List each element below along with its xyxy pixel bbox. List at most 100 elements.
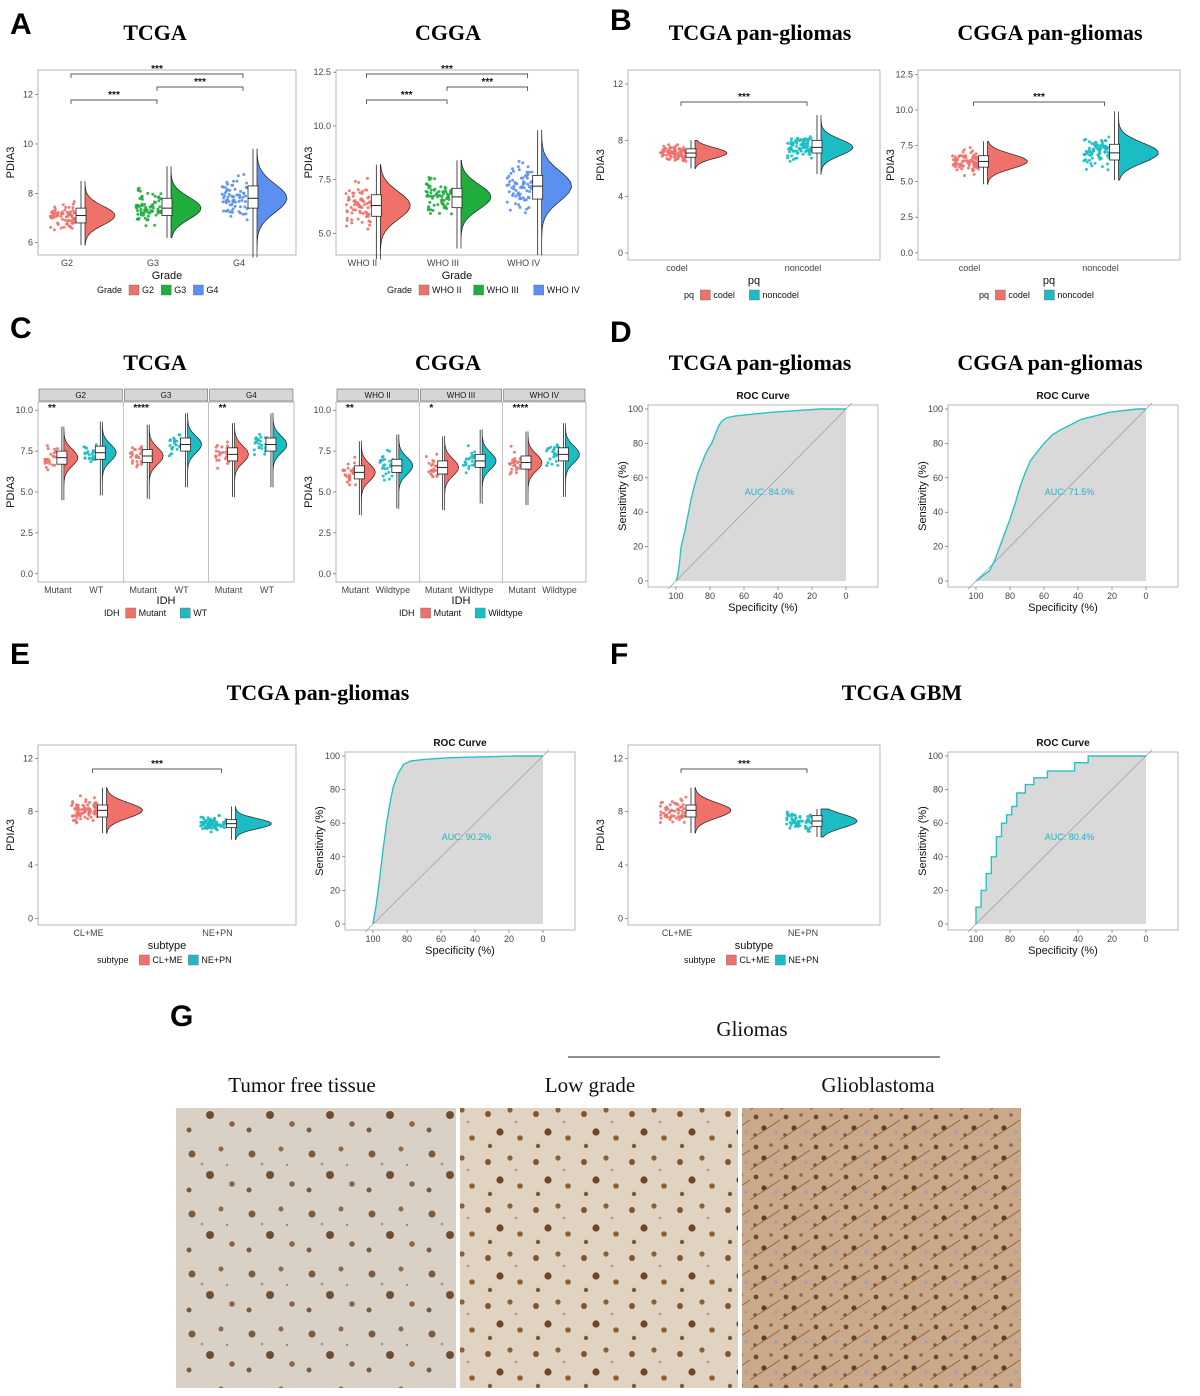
chart-d-cgga-roc-diagonal [967,402,1153,590]
chart-c-cgga-point [382,478,386,482]
chart-f-violin-point [677,818,681,822]
chart-a-cgga-point [525,189,529,193]
chart-a-cgga-point [529,187,533,191]
chart-a-cgga-frame [335,69,579,256]
chart-a-tcga-group-G2 [48,180,116,246]
chart-a-cgga-point [345,224,348,228]
chart-d-tcga-roc-ytick-label: 60 [633,473,643,483]
chart-c-cgga-point [390,474,394,478]
chart-a-cgga-point [521,176,525,180]
chart-f-violin-point [806,815,810,818]
chart-f-roc-ytick-label: 100 [928,751,943,761]
chart-f-violin-point [665,814,668,817]
chart-c-tcga-legend-title: IDH [104,608,120,618]
chart-f-violin-point [658,804,662,808]
chart-a-tcga-point [139,213,143,217]
chart-f-violin-point [804,821,808,825]
chart-c-cgga-point [347,473,351,477]
chart-a-tcga-point [244,212,248,216]
chart-b-tcga-point [799,149,803,153]
chart-c-tcga-point [217,450,221,454]
chart-b-cgga-point [1100,165,1104,169]
chart-e-violin-xtick-label: CL+ME [73,928,103,938]
panel-letter-e: E [10,638,30,671]
chart-a-cgga-point [517,203,521,207]
chart-a-tcga-point [158,205,162,209]
chart-a-tcga-legend-key [128,284,140,296]
chart-b-tcga-point [786,156,790,160]
chart-c-cgga-ytick-label: 5.0 [318,487,331,497]
chart-a-tcga-point [239,189,243,193]
chart-e-roc-ylabel: Sensitivity (%) [314,806,326,876]
chart-c-cgga-point [349,469,353,473]
chart-a-cgga-legend: Grade WHO II WHO III WHO IV [387,284,580,296]
chart-c-tcga-point [216,466,220,470]
chart-a-cgga-point [431,209,435,212]
chart-a-cgga-legend-item: WHO IV [547,285,580,295]
chart-b-tcga-point [674,144,678,148]
chart-b-tcga-point [806,137,810,141]
chart-d-tcga-roc-xtick-label: 40 [773,591,783,601]
chart-c-tcga-facet-sig: ** [219,403,227,414]
chart-a-cgga-group-WHO IV [505,129,572,256]
chart-e-roc-ytick-label: 20 [330,885,340,895]
chart-c-tcga-point [215,458,219,462]
chart-e-violin-legend-key [139,954,150,966]
chart-a-tcga-point [54,211,58,215]
chart-c-tcga-strip-label: G2 [75,391,86,400]
chart-c-cgga-point [545,449,549,453]
chart-a-cgga-point [433,177,437,181]
chart-b-cgga-point [1087,146,1091,150]
chart-c-tcga-point [135,460,139,463]
chart-a-cgga-point [514,188,518,192]
chart-c-tcga-point [263,452,267,456]
chart-c-tcga-facet-sig: **** [133,403,149,414]
chart-f-violin-point [785,822,789,826]
chart-c-cgga-violin [527,431,543,506]
chart-a-cgga-point [351,194,355,198]
chart-a-cgga-sig-label: *** [441,64,453,75]
chart-b-tcga-legend-title: pq [684,290,694,300]
chart-a-tcga-point [70,221,74,225]
chart-b-cgga-frame [917,69,1181,261]
chart-a-tcga-point [63,208,67,212]
chart-c-cgga-legend-item: Mutant [434,608,462,618]
chart-a-tcga-point [153,194,157,198]
chart-a-cgga-point [347,189,351,193]
chart-b-cgga-ytick-label: 2.5 [900,212,913,222]
chart-f-violin-point [682,811,686,815]
chart-c-cgga-point [509,470,513,474]
chart-a-cgga-point [347,197,351,201]
chart-a-tcga-point [221,185,225,189]
chart-a-cgga-point [365,202,369,205]
chart-a-tcga-point [236,174,240,178]
chart-c-tcga-point [91,455,95,459]
chart-c-tcga-point [133,448,137,452]
chart-e-violin-point [92,803,96,807]
chart-a-cgga-point [525,170,529,174]
panel-letter-a: A [10,8,32,41]
chart-c-cgga-point [347,476,351,480]
chart-a-tcga-point [156,207,160,211]
chart-a-tcga-point [235,193,239,197]
chart-a-tcga-point [71,202,75,206]
chart-c-cgga-point [385,467,389,470]
chart-f-violin-point [684,795,688,799]
chart-b-cgga-group-noncodel [1082,111,1159,181]
chart-c-cgga-facet-group-Wildtype [461,429,497,505]
chart-f-violin-legend-item: CL+ME [739,955,769,965]
chart-e-violin-sig-bracket [92,768,222,773]
chart-c-cgga-point [556,463,560,467]
chart-a-tcga-boxplot-box [161,197,173,216]
gliomas-label: Gliomas [716,1017,787,1041]
chart-a-tcga-point [142,211,146,215]
chart-a-cgga-point [427,176,431,179]
chart-a-cgga-point [509,171,513,175]
chart-b-tcga-point [809,156,813,160]
chart-a-cgga-point [427,194,431,198]
chart-b-cgga-group-codel [951,141,1028,185]
chart-e-violin-point [76,803,80,807]
chart-f-violin-sig-label: *** [738,759,750,770]
chart-c-tcga-point [177,433,181,437]
chart-e-roc-diagonal [364,749,550,933]
